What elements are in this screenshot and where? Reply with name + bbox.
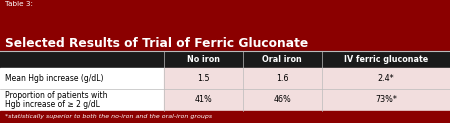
Text: 41%: 41% — [195, 95, 212, 104]
Text: 1.6: 1.6 — [276, 74, 288, 83]
Text: Proportion of patients with: Proportion of patients with — [5, 91, 108, 100]
Bar — [0, 51, 450, 68]
Text: Hgb increase of ≥ 2 g/dL: Hgb increase of ≥ 2 g/dL — [5, 100, 100, 109]
Text: 46%: 46% — [274, 95, 291, 104]
Text: *statistically superior to both the no-iron and the oral-iron groups: *statistically superior to both the no-i… — [5, 114, 212, 119]
Text: 1.5: 1.5 — [197, 74, 210, 83]
Text: 73%*: 73%* — [375, 95, 397, 104]
Text: Oral iron: Oral iron — [262, 55, 302, 64]
Bar — [0, 111, 450, 123]
Bar — [0, 0, 450, 51]
Bar — [0, 89, 164, 111]
Text: Mean Hgb increase (g/dL): Mean Hgb increase (g/dL) — [5, 74, 104, 83]
Bar — [164, 89, 450, 111]
Text: IV ferric gluconate: IV ferric gluconate — [344, 55, 428, 64]
Bar — [164, 68, 450, 89]
Text: Table 3:: Table 3: — [5, 1, 33, 7]
Text: Selected Results of Trial of Ferric Gluconate: Selected Results of Trial of Ferric Gluc… — [5, 37, 309, 50]
Bar — [0, 68, 164, 89]
Text: No iron: No iron — [187, 55, 220, 64]
Text: 2.4*: 2.4* — [378, 74, 394, 83]
